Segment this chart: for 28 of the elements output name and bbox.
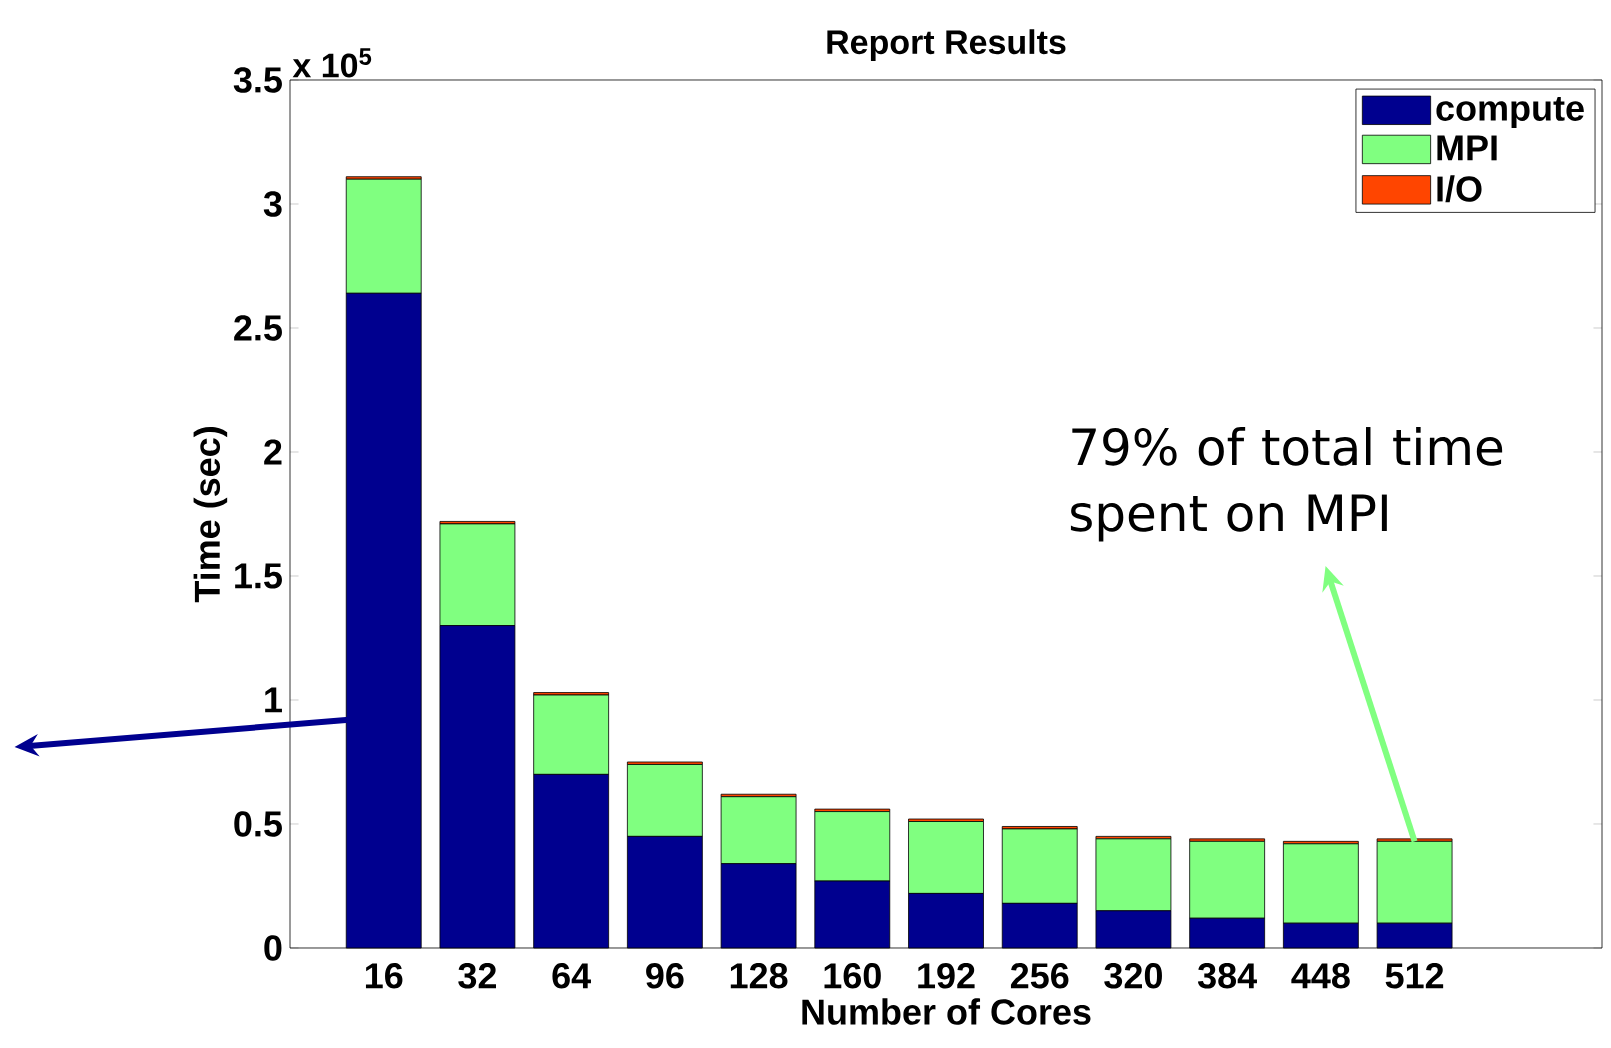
x-tick-label: 384 — [1197, 963, 1257, 989]
y-tick-label: 1 — [265, 687, 282, 713]
x-tick-label: 256 — [1010, 963, 1069, 989]
x-tick-label: 448 — [1291, 963, 1350, 989]
x-tick-label: 512 — [1385, 963, 1444, 989]
y-tick-label: 2 — [264, 439, 282, 465]
x-tick-label: 192 — [918, 963, 975, 989]
x-tick-label: 96 — [646, 963, 684, 989]
text: x 10$^{5}$ — [292, 48, 372, 78]
legend-label: MPI — [1437, 135, 1497, 161]
x-tick-label: 128 — [730, 963, 788, 989]
x-tick-label: 64 — [552, 963, 591, 989]
y-tick-label: 3.5 — [233, 67, 282, 93]
x-tick-label: 32 — [458, 963, 496, 989]
x-axis-title: Number of Cores — [802, 998, 1091, 1025]
y-tick-label: 3 — [263, 191, 282, 217]
y-axis-title: Time (sec) — [193, 427, 228, 603]
x-tick-label: 16 — [365, 963, 403, 989]
y-tick-label: 2.5 — [234, 315, 282, 341]
y-tick-label: 0 — [264, 935, 282, 961]
y-tick-label: 0.5 — [234, 811, 282, 837]
x-tick-label: 320 — [1104, 963, 1162, 989]
legend-label: I/O — [1437, 175, 1482, 203]
legend-label: compute — [1436, 97, 1584, 129]
y-tick-label: 1.5 — [235, 563, 282, 589]
x-tick-label: 160 — [824, 963, 881, 989]
chart-title: Report Results — [827, 29, 1066, 61]
annotation: 79% of total time spent on MPI — [1070, 427, 1503, 542]
